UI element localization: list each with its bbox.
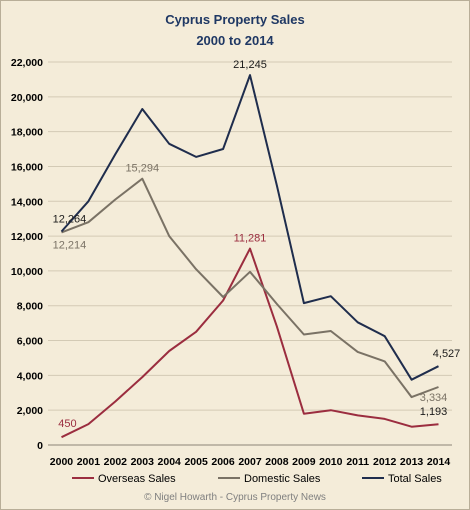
x-tick-label: 2012 (373, 456, 397, 468)
data-label: 12,264 (53, 213, 87, 225)
y-tick-label: 6,000 (17, 336, 43, 348)
y-tick-label: 18,000 (11, 127, 43, 139)
y-tick-label: 0 (37, 440, 43, 452)
x-tick-label: 2000 (50, 456, 74, 468)
x-tick-label: 2001 (77, 456, 101, 468)
series-line-total-sales (60, 74, 439, 381)
y-tick-label: 10,000 (11, 266, 43, 278)
x-tick-label: 2010 (319, 456, 343, 468)
x-tick-label: 2008 (265, 456, 289, 468)
y-tick-label: 16,000 (11, 161, 43, 173)
x-tick-label: 2014 (427, 456, 451, 468)
x-tick-label: 2006 (211, 456, 235, 468)
x-tick-label: 2004 (158, 456, 182, 468)
data-label: 12,214 (53, 239, 87, 251)
y-tick-label: 20,000 (11, 92, 43, 104)
data-label: 4,527 (433, 348, 461, 360)
x-tick-label: 2007 (238, 456, 262, 468)
chart-title-line-2: 2000 to 2014 (196, 33, 274, 48)
x-tick-label: 2013 (400, 456, 424, 468)
data-label: 21,245 (233, 59, 267, 71)
data-label: 11,281 (234, 233, 267, 245)
x-tick-label: 2011 (346, 456, 369, 468)
data-label: 1,193 (420, 406, 448, 418)
chart-title-line-1: Cyprus Property Sales (165, 12, 304, 27)
series-line-domestic-sales (61, 177, 439, 399)
legend-label: Domestic Sales (244, 473, 321, 485)
x-tick-label: 2009 (292, 456, 316, 468)
data-label: 15,294 (125, 163, 159, 175)
copyright-text: © Nigel Howarth - Cyprus Property News (144, 492, 326, 503)
legend-item-domestic-sales: Domestic Sales (218, 473, 321, 485)
y-tick-label: 2,000 (17, 405, 43, 417)
x-tick-label: 2003 (131, 456, 155, 468)
data-label: 3,334 (420, 392, 448, 404)
legend-item-overseas-sales: Overseas Sales (72, 473, 176, 485)
y-tick-label: 12,000 (11, 231, 43, 243)
y-tick-label: 4,000 (17, 370, 43, 382)
series-line-overseas-sales (61, 247, 439, 439)
x-tick-label: 2005 (184, 456, 208, 468)
legend-label: Overseas Sales (98, 473, 176, 485)
data-label: 450 (58, 418, 76, 430)
y-tick-label: 8,000 (17, 301, 43, 313)
x-tick-label: 2002 (104, 456, 128, 468)
y-tick-label: 14,000 (11, 196, 43, 208)
legend-item-total-sales: Total Sales (362, 473, 442, 485)
y-tick-label: 22,000 (11, 57, 43, 69)
legend-label: Total Sales (388, 473, 442, 485)
